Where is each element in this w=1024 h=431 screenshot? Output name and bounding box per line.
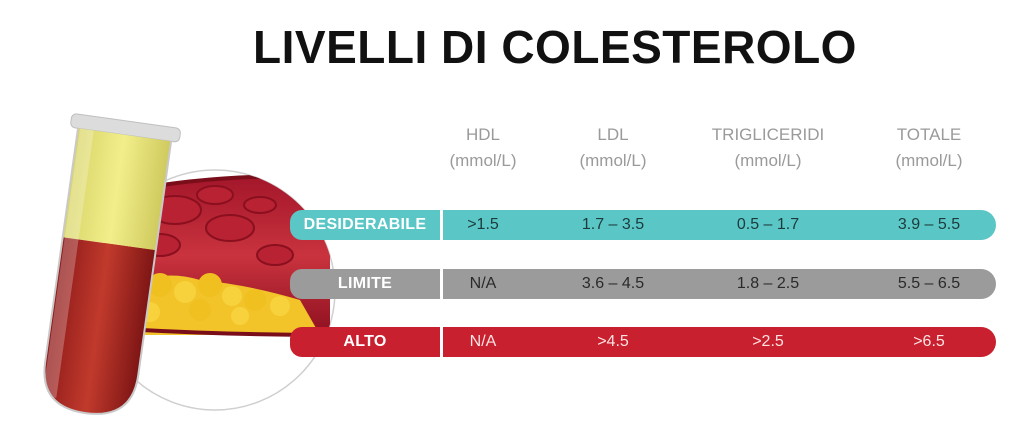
table-cell: >6.5: [913, 333, 945, 350]
table-cell: 1.8 – 2.5: [736, 275, 800, 292]
table-cell: 5.5 – 6.5: [897, 275, 961, 292]
column-header-hdl: HDL (mmol/L): [408, 122, 558, 174]
column-name: TRIGLICERIDI: [711, 125, 825, 144]
row-label-alto: ALTO: [290, 327, 443, 357]
column-unit: (mmol/L): [895, 151, 963, 170]
column-header-trigliceridi: TRIGLICERIDI (mmol/L): [693, 122, 843, 174]
table-cell: 3.6 – 4.5: [581, 275, 645, 292]
table-cell: 0.5 – 1.7: [736, 216, 800, 233]
column-unit: (mmol/L): [579, 151, 647, 170]
table-cell: >2.5: [752, 333, 784, 350]
column-name: LDL: [597, 125, 629, 144]
table-cell: >4.5: [597, 333, 629, 350]
column-name: TOTALE: [896, 125, 962, 144]
blood-vessel-illustration: [42, 113, 336, 415]
table-cell: N/A: [469, 275, 497, 292]
table-cell: >1.5: [467, 216, 499, 233]
column-name: HDL: [465, 125, 500, 144]
row-label-desiderabile: DESIDERABILE: [290, 210, 443, 240]
row-label-limite: LIMITE: [290, 269, 443, 299]
column-header-totale: TOTALE (mmol/L): [854, 122, 1004, 174]
test-tube-icon: [42, 113, 181, 415]
table-cell: N/A: [469, 333, 497, 350]
table-cell: 1.7 – 3.5: [581, 216, 645, 233]
page-title: LIVELLI DI COLESTEROLO: [253, 21, 857, 73]
table-cell: 3.9 – 5.5: [897, 216, 961, 233]
column-unit: (mmol/L): [734, 151, 802, 170]
column-header-ldl: LDL (mmol/L): [538, 122, 688, 174]
column-unit: (mmol/L): [449, 151, 517, 170]
